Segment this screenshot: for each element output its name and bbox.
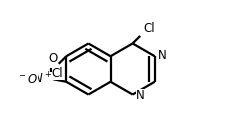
- Text: $N^+$: $N^+$: [33, 72, 52, 87]
- Text: O: O: [48, 52, 57, 65]
- Text: Cl: Cl: [143, 22, 154, 35]
- Text: $^-O$: $^-O$: [17, 73, 38, 86]
- Text: N: N: [158, 49, 166, 62]
- Text: Cl: Cl: [51, 67, 63, 80]
- Text: N: N: [135, 89, 144, 102]
